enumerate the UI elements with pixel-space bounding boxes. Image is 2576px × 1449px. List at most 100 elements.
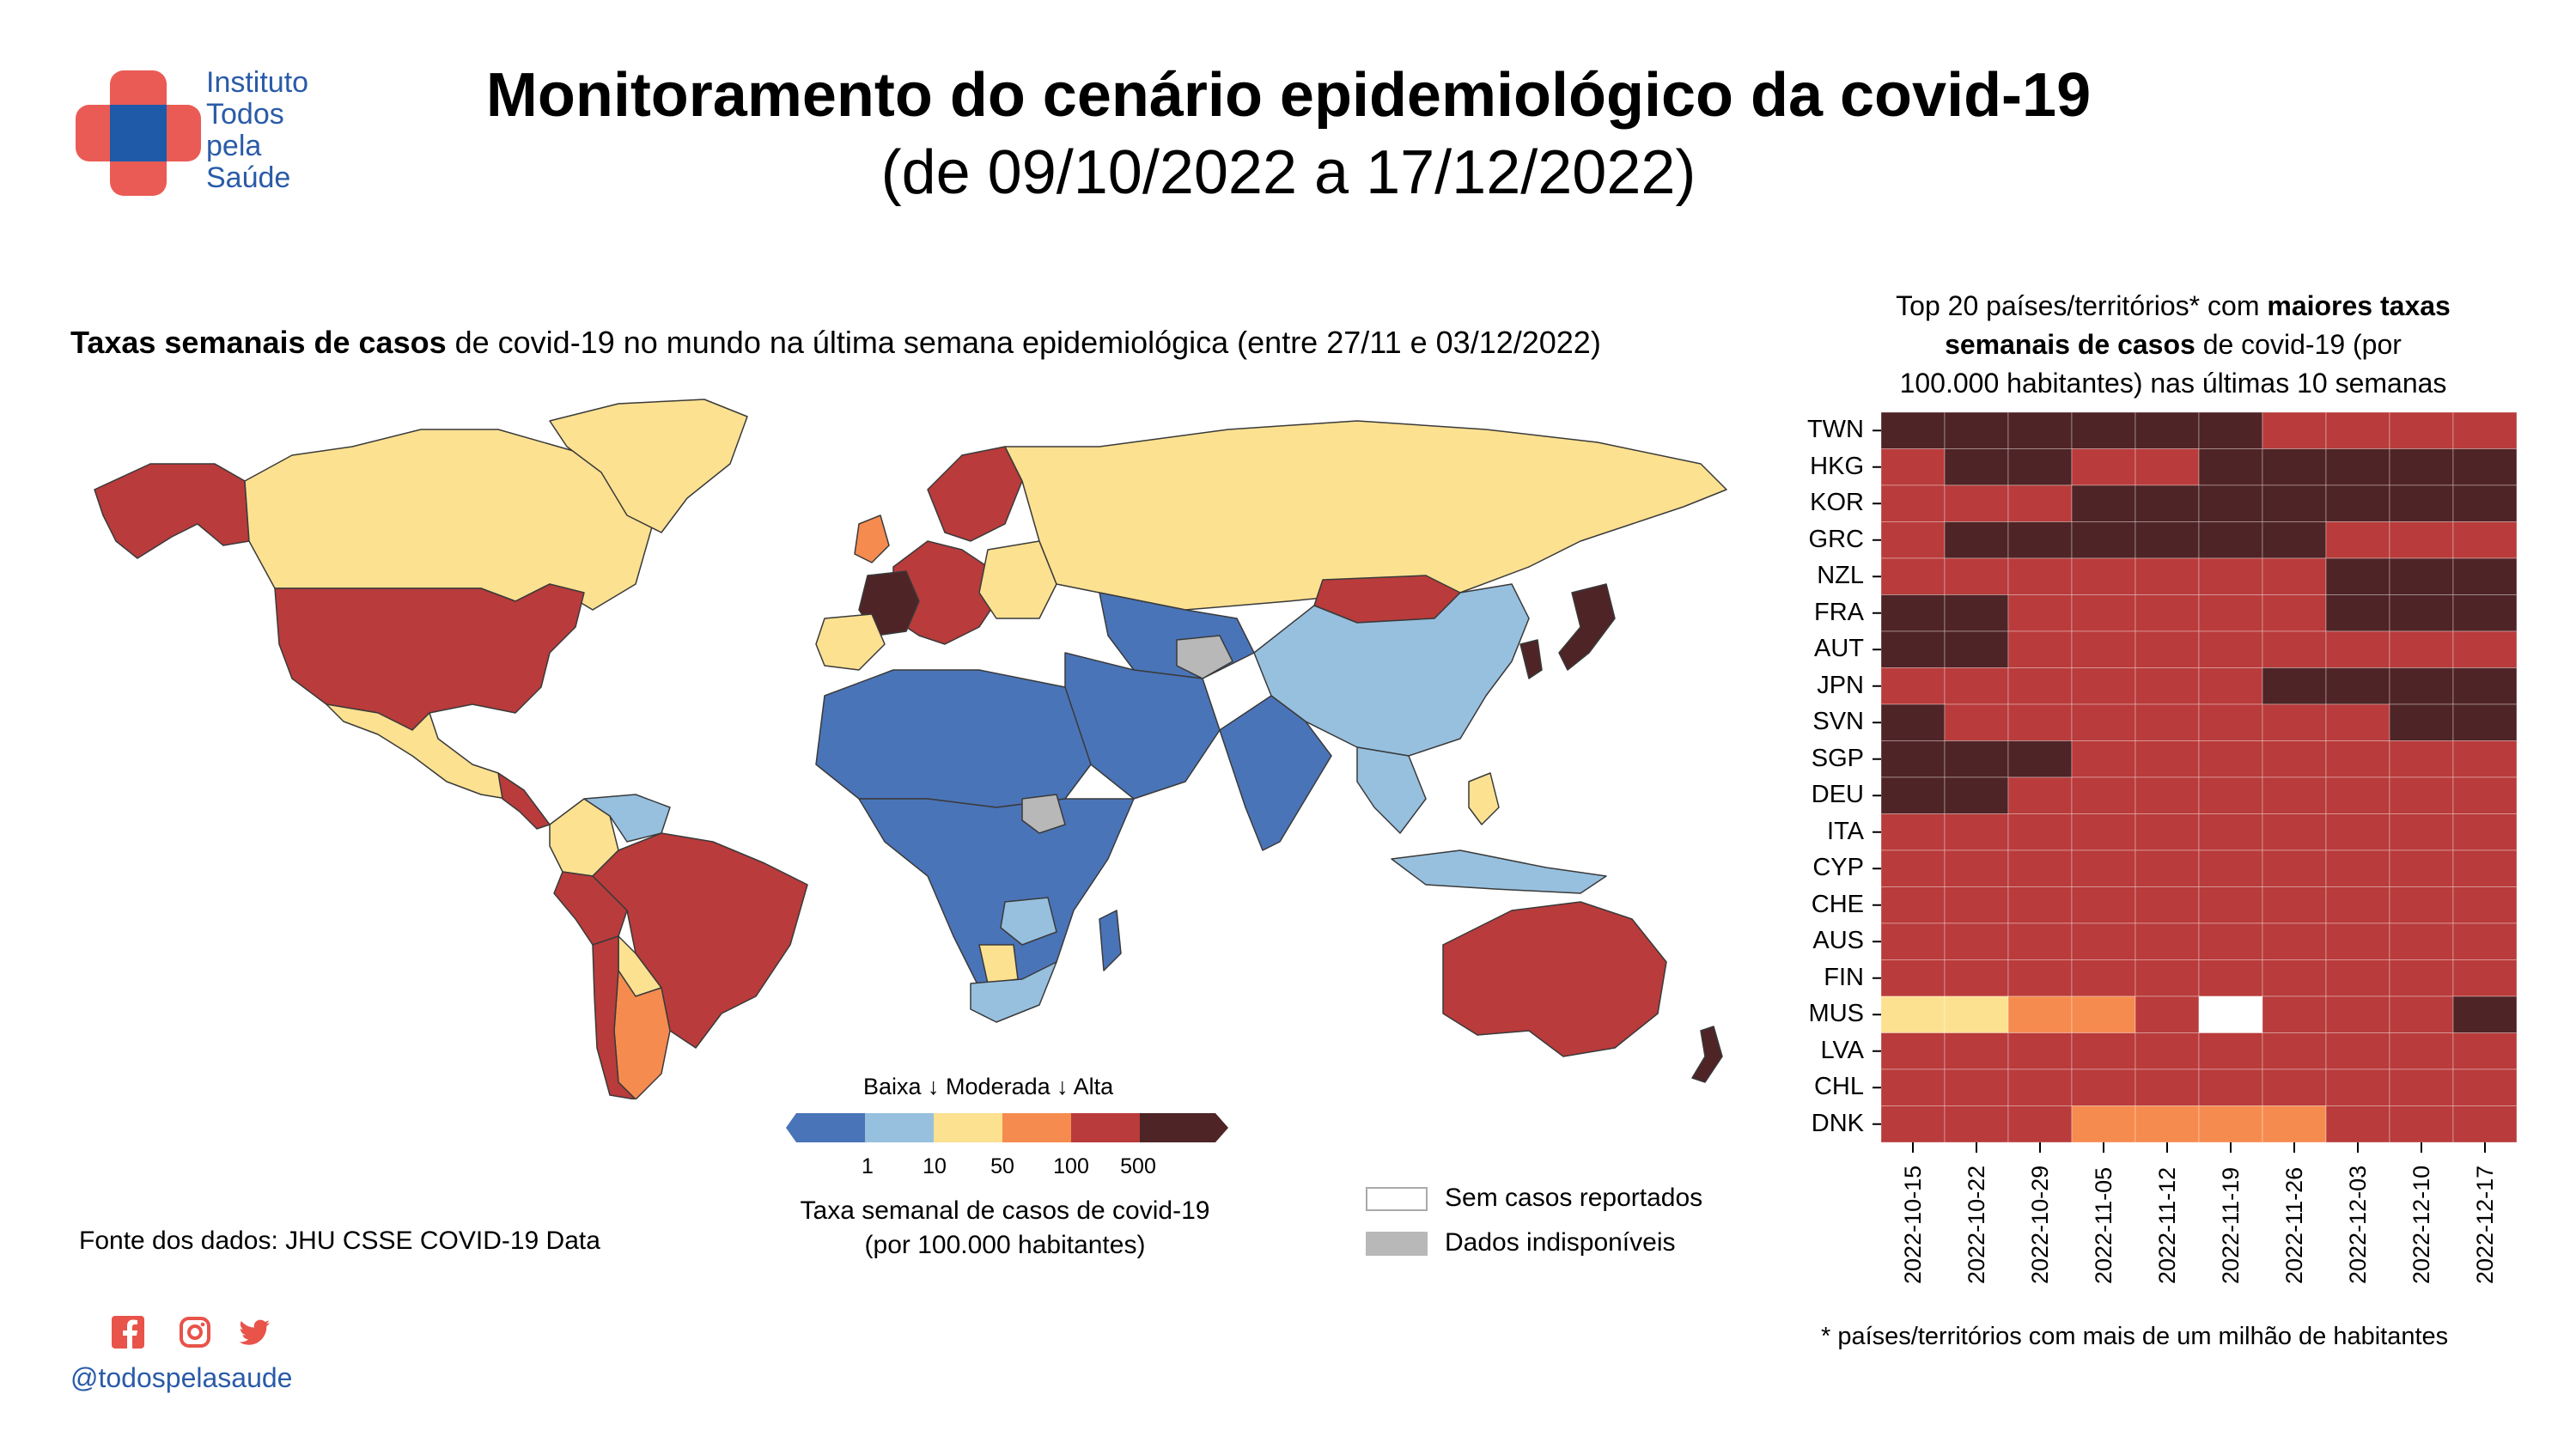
heatmap-cell	[1944, 521, 2009, 559]
map-philippines	[1468, 772, 1500, 825]
heatmap-cell	[2325, 594, 2390, 632]
logo-text: Instituto Todos pela Saúde	[206, 67, 308, 194]
heatmap-xlabel: 2022-11-05	[2091, 1166, 2116, 1284]
heatmap-cell	[2452, 448, 2518, 486]
map-indonesia	[1391, 849, 1607, 894]
heatmap-cell	[2262, 813, 2327, 851]
heatmap-cell	[1880, 959, 1946, 997]
heatmap-cell	[2389, 703, 2454, 741]
heatmap-cell	[2198, 740, 2263, 778]
heatmap-cell	[2262, 740, 2327, 778]
heatmap-cell	[2071, 594, 2136, 632]
legend-swatch-1	[786, 1113, 865, 1142]
heatmap-cell	[1944, 922, 2009, 960]
heatmap-cell	[2198, 922, 2263, 960]
heatmap-cell	[2262, 995, 2327, 1033]
heatmap-xlabel: 2022-12-10	[2409, 1165, 2434, 1284]
heatmap-cell	[2325, 667, 2390, 705]
heatmap-cell	[2071, 630, 2136, 668]
heatmap-cell	[1944, 630, 2009, 668]
heatmap-cell	[2325, 776, 2390, 814]
heatmap-cell	[2452, 886, 2518, 924]
heatmap-cell	[2134, 411, 2200, 449]
map-central-america	[497, 772, 551, 830]
heatmap-cell	[1944, 776, 2009, 814]
map-new-zealand	[1691, 1026, 1723, 1083]
heatmap-cell	[1880, 703, 1946, 741]
heatmap-cell	[2007, 886, 2073, 924]
instagram-icon[interactable]	[179, 1316, 211, 1349]
map-title-bold: Taxas semanais de casos	[70, 325, 447, 360]
heatmap-cell	[2389, 448, 2454, 486]
heatmap-cell	[2325, 1032, 2390, 1070]
map-australia	[1442, 901, 1667, 1057]
facebook-icon[interactable]	[112, 1316, 144, 1349]
heatmap-ylabel: DEU	[1811, 781, 1864, 809]
heatmap-cell	[2134, 1105, 2200, 1143]
heatmap-cell	[1944, 849, 2009, 887]
heatmap-cell	[2389, 922, 2454, 960]
heatmap-cell	[2134, 813, 2200, 851]
heatmap-ylabel: CHL	[1813, 1073, 1864, 1101]
map-korea-japan	[1519, 583, 1616, 679]
heatmap-ylabel: CYP	[1812, 854, 1864, 882]
heatmap-cell	[2389, 740, 2454, 778]
heatmap-cell	[2325, 448, 2390, 486]
heatmap-cell	[2007, 813, 2073, 851]
heatmap-cell	[1880, 886, 1946, 924]
legend-colorbar	[786, 1113, 1228, 1142]
heatmap-cell	[2134, 1068, 2200, 1106]
heatmap-cell	[2007, 995, 2073, 1033]
heatmap-cell	[1944, 995, 2009, 1033]
heatmap-cell	[2071, 667, 2136, 705]
heatmap-cell	[2007, 521, 2073, 559]
map-southeast-asia	[1356, 746, 1427, 834]
social-handle[interactable]: @todospelasaude	[70, 1362, 293, 1393]
twitter-icon[interactable]	[239, 1316, 271, 1349]
legend-swatch-5	[1071, 1113, 1140, 1142]
heatmap-cell	[2389, 484, 2454, 522]
heatmap-cell	[2198, 484, 2263, 522]
heatmap-ylabel: FRA	[1814, 598, 1864, 626]
heatmap-cell	[2262, 667, 2327, 705]
heatmap-cell	[2452, 521, 2518, 559]
heatmap-cell	[2198, 667, 2263, 705]
heatmap-cell	[2262, 1032, 2327, 1070]
heatmap-cell	[2389, 995, 2454, 1033]
heatmap-cell	[1944, 1032, 2009, 1070]
heatmap-cell	[2452, 594, 2518, 632]
heatmap-cell	[2198, 776, 2263, 814]
logo-line: Saúde	[206, 161, 291, 194]
heatmap-xlabel: 2022-12-17	[2472, 1165, 2498, 1284]
heatmap-cell	[1880, 849, 1946, 887]
heatmap-cell	[2071, 557, 2136, 595]
heatmap-cell	[2134, 995, 2200, 1033]
heatmap-cell	[1880, 776, 1946, 814]
heatmap-cell	[2198, 630, 2263, 668]
heatmap-ylabel: KOR	[1810, 489, 1864, 517]
heatmap-title-bold2: semanais de casos	[1945, 329, 2195, 360]
heatmap-cell	[2452, 959, 2518, 997]
heatmap-cell	[1880, 995, 1946, 1033]
heatmap-cell	[2198, 995, 2263, 1033]
heatmap-title-line3: 100.000 habitantes) nas últimas 10 seman…	[1899, 368, 2447, 399]
heatmap-cell	[2262, 959, 2327, 997]
heatmap-title-pre: Top 20 países/territórios* com	[1896, 290, 2268, 321]
heatmap-cell	[2134, 849, 2200, 887]
map-scandinavia	[927, 446, 1023, 542]
heatmap-cell	[2134, 740, 2200, 778]
heatmap-cell	[1944, 813, 2009, 851]
heatmap-cell	[2007, 922, 2073, 960]
heatmap-cell	[2325, 703, 2390, 741]
heatmap-ylabel: NZL	[1817, 562, 1864, 590]
logo-line: Instituto	[206, 66, 309, 99]
legend-categories: Baixa ↓ Moderada ↓ Alta	[863, 1074, 1114, 1099]
heatmap-xlabel: 2022-10-29	[2027, 1165, 2053, 1284]
heatmap-cell	[2134, 521, 2200, 559]
heatmap-ylabel: SVN	[1812, 708, 1864, 736]
heatmap-cell	[2071, 849, 2136, 887]
heatmap-cell	[2071, 448, 2136, 486]
heatmap-cell	[2262, 557, 2327, 595]
heatmap-cell	[1944, 1068, 2009, 1106]
heatmap-cell	[2007, 630, 2073, 668]
